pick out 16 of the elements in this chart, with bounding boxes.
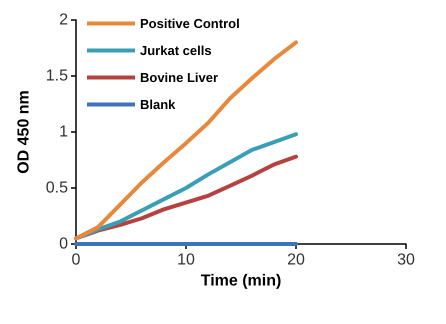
legend-label: Jurkat cells [140, 43, 212, 58]
y-tick-label: 0 [59, 236, 68, 252]
legend-label: Blank [140, 97, 176, 112]
line-series [74, 40, 298, 240]
y-tick-label: 0.5 [46, 180, 68, 196]
y-tick-label: 1 [59, 124, 68, 140]
legend-label: Positive Control [140, 16, 240, 31]
y-tick-label: 1.5 [46, 68, 68, 84]
x-tick-label: 0 [72, 252, 81, 268]
x-axis-title: Time (min) [200, 272, 282, 290]
y-tick-label: 2 [59, 12, 68, 28]
y-axis-title: OD 450 nm [16, 90, 32, 174]
x-tick-label: 30 [397, 252, 415, 268]
x-tick-label: 10 [177, 252, 195, 268]
legend-label: Bovine Liver [140, 70, 218, 85]
x-tick-label: 20 [287, 252, 305, 268]
